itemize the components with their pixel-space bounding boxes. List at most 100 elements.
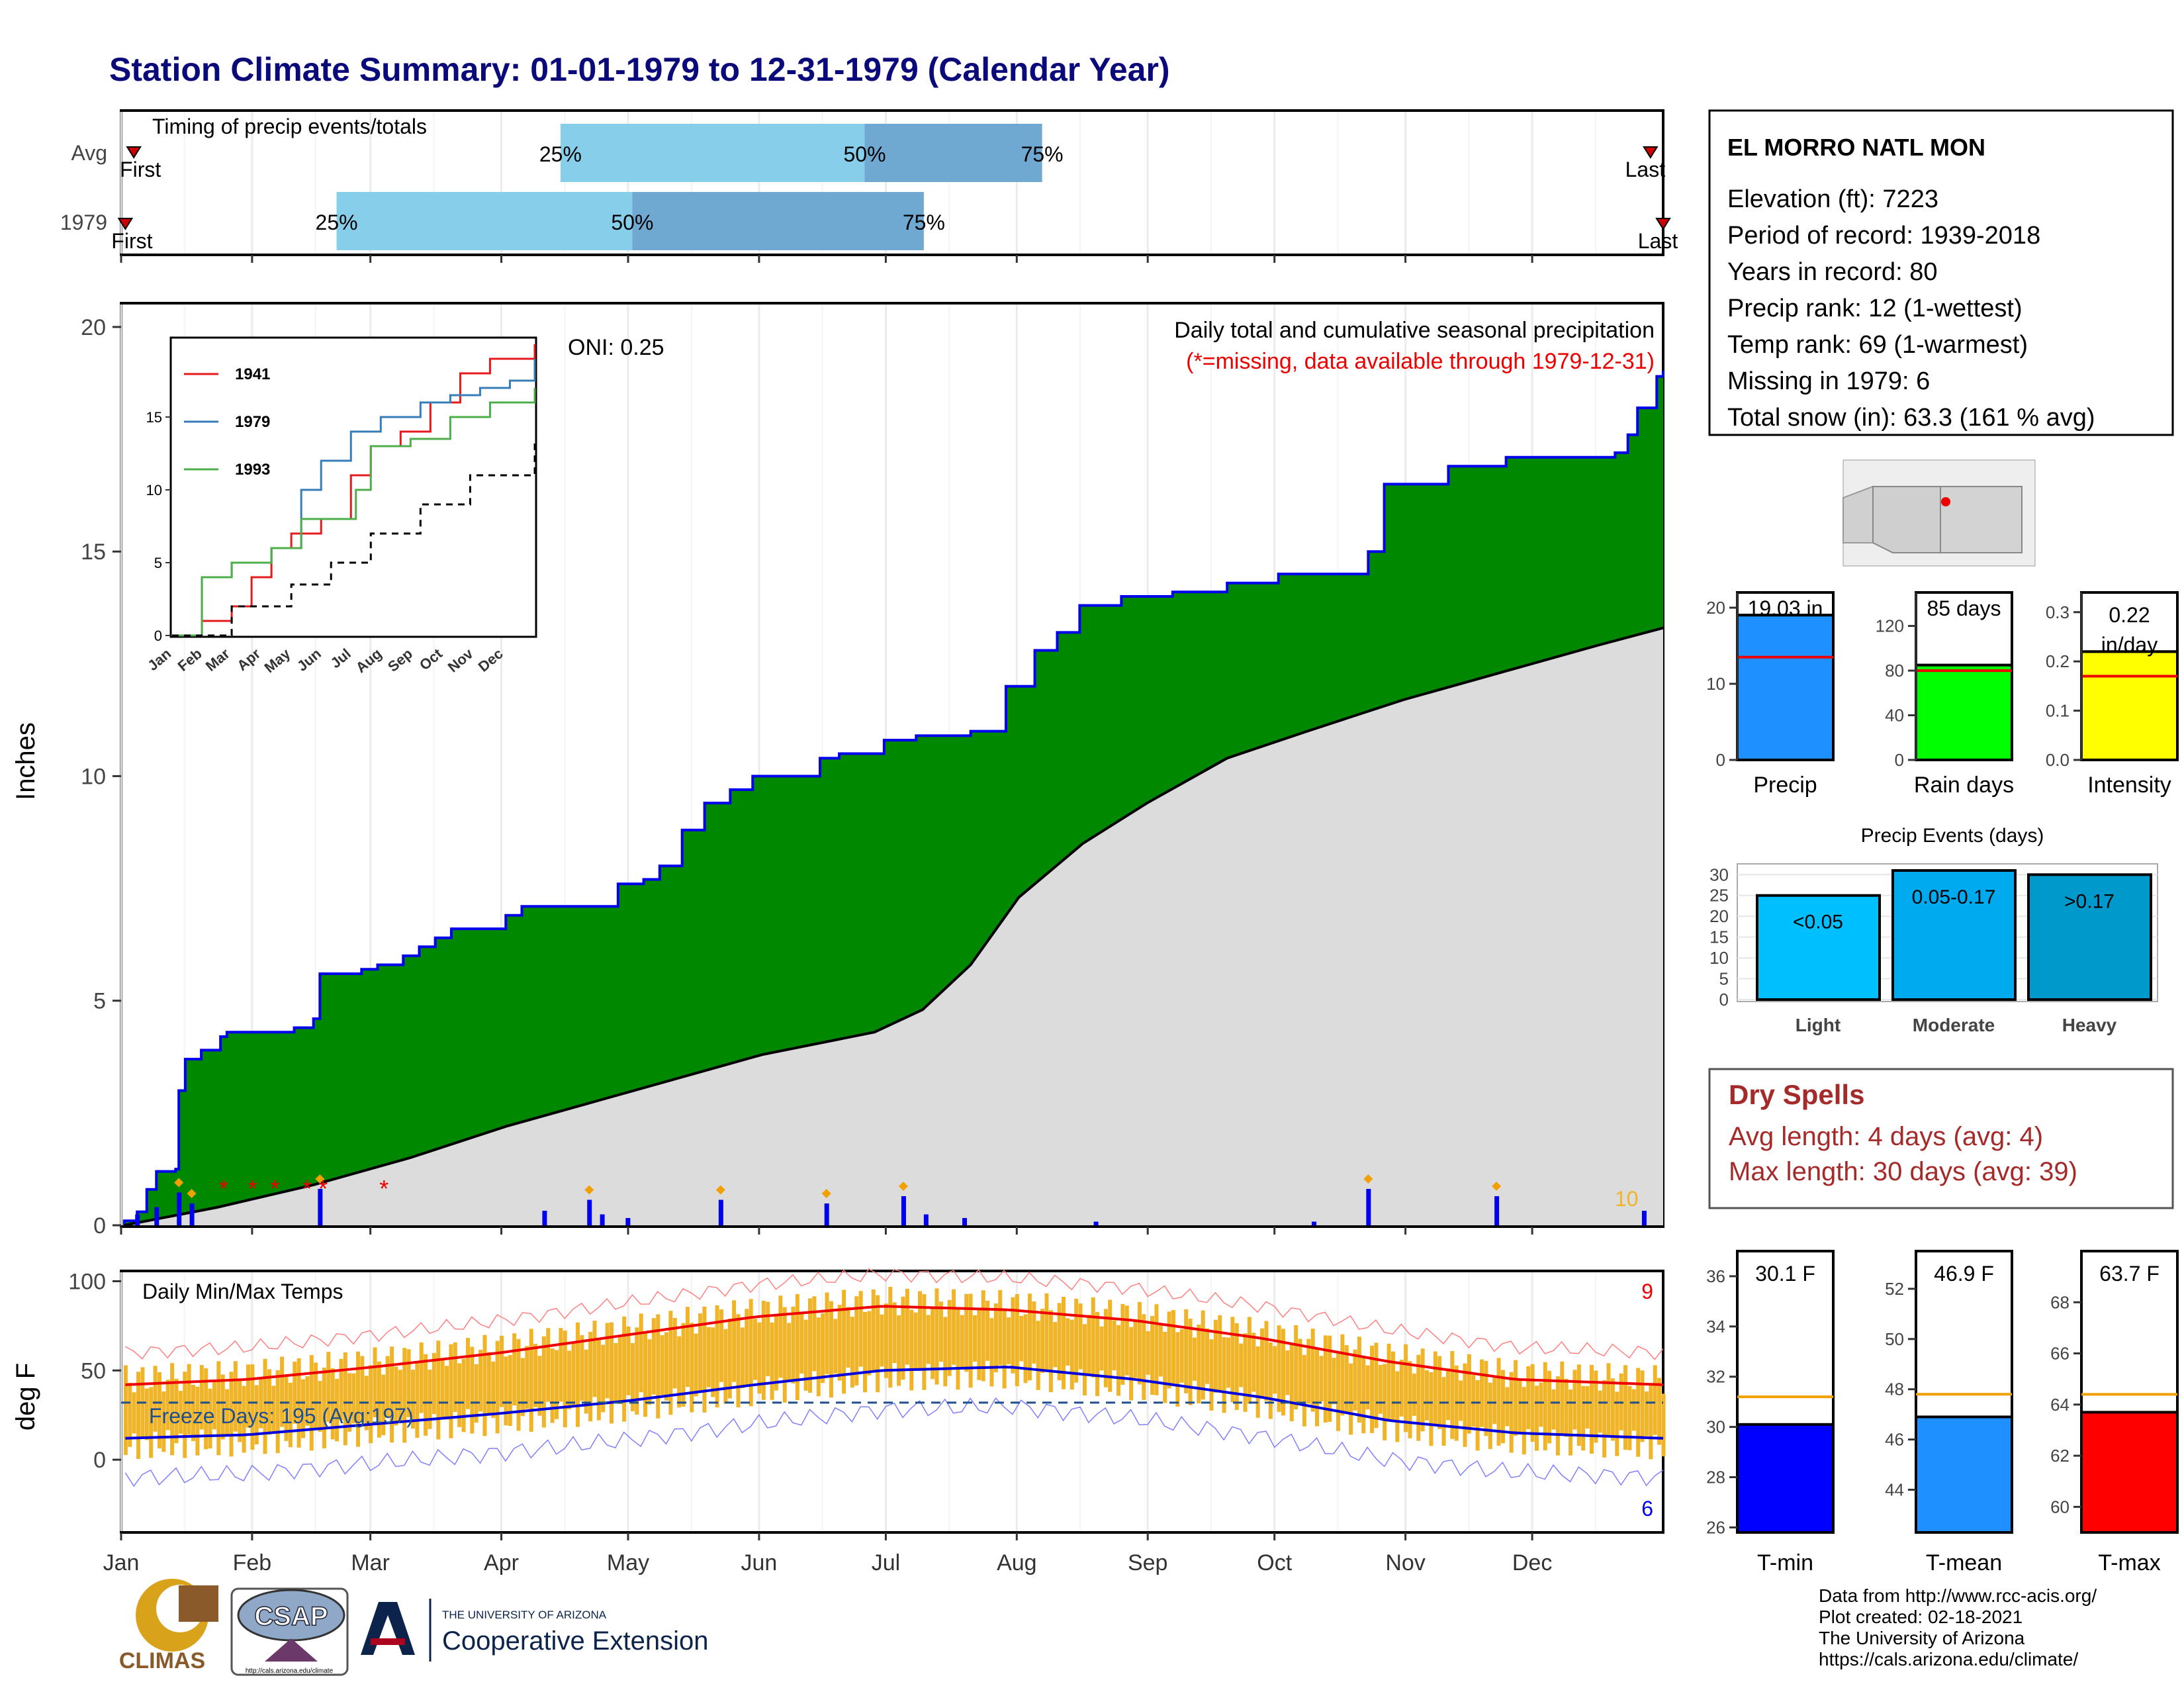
daily-temp-bar <box>1555 1376 1560 1456</box>
ua-small-text: THE UNIVERSITY OF ARIZONA <box>442 1609 607 1621</box>
daily-temp-bar <box>1522 1387 1526 1455</box>
daily-precip-bar <box>587 1199 592 1225</box>
daily-temp-bar <box>1441 1377 1446 1446</box>
y-tick-label: 40 <box>1885 706 1904 726</box>
daily-temp-bar <box>681 1323 686 1407</box>
daily-temp-bar <box>424 1354 428 1436</box>
daily-temp-bar <box>842 1289 846 1394</box>
daily-temp-bar <box>1551 1389 1556 1430</box>
daily-temp-bar <box>850 1317 854 1388</box>
daily-temp-bar <box>993 1303 998 1373</box>
count-label: 10 <box>1615 1187 1639 1211</box>
daily-temp-bar <box>1201 1310 1205 1400</box>
daily-temp-bar <box>787 1323 792 1381</box>
daily-temp-bar <box>369 1365 373 1444</box>
y-tick-label: 120 <box>1876 616 1904 636</box>
credits: Data from http://www.rcc-acis.org/ Plot … <box>1819 1585 2097 1669</box>
daily-temp-bar <box>428 1370 432 1429</box>
daily-temp-bar <box>1518 1379 1522 1433</box>
daily-temp-bar <box>592 1321 597 1397</box>
daily-temp-bar <box>461 1358 466 1432</box>
precip-ylabel: Inches <box>11 722 40 800</box>
temp-bar <box>2080 1411 2179 1534</box>
daily-temp-bar <box>1390 1351 1395 1423</box>
daily-temp-bar <box>541 1336 546 1428</box>
timing-bar-q3 <box>632 192 924 250</box>
y-tick-label: 50 <box>1885 1329 1904 1349</box>
daily-temp-bar <box>1433 1351 1437 1425</box>
y-tick-label: 44 <box>1885 1479 1904 1499</box>
daily-temp-bar <box>1644 1391 1649 1436</box>
daily-temp-bar <box>1289 1343 1294 1421</box>
station-info-line: Missing in 1979: 6 <box>1727 367 1930 395</box>
temp-value: 46.9 F <box>1934 1262 1994 1286</box>
daily-temp-bar <box>837 1305 842 1381</box>
daily-temp-bar <box>470 1346 475 1434</box>
daily-temp-bar <box>643 1331 648 1417</box>
y-tick-label: 15 <box>81 539 106 565</box>
daily-temp-bar <box>947 1299 952 1376</box>
daily-temp-bar <box>677 1336 682 1408</box>
daily-temp-bar <box>917 1291 922 1371</box>
timing-row-1979: 1979 <box>60 211 107 234</box>
summary-value: 19.03 in <box>1748 596 1823 620</box>
daily-temp-bar <box>161 1391 166 1452</box>
y-tick-label: 34 <box>1706 1317 1725 1336</box>
daily-temp-bar <box>753 1319 758 1380</box>
daily-temp-bar <box>394 1366 398 1426</box>
y-tick-label: 0 <box>1719 990 1729 1009</box>
daily-temp-bar <box>803 1319 808 1391</box>
daily-precip-bar <box>1641 1211 1647 1225</box>
daily-temp-bar <box>1349 1363 1353 1435</box>
daily-temp-bar <box>1040 1309 1045 1374</box>
daily-temp-bar <box>1623 1365 1628 1450</box>
daily-temp-bar <box>314 1362 318 1429</box>
daily-temp-bar <box>1340 1334 1345 1416</box>
daily-temp-bar <box>1395 1371 1400 1442</box>
daily-temp-bar <box>157 1372 161 1449</box>
heavy-event-marker <box>584 1185 594 1195</box>
daily-temp-bar <box>1378 1364 1383 1414</box>
daily-temp-bar <box>952 1289 956 1365</box>
daily-temp-bar <box>1412 1373 1416 1416</box>
inset-y-tick: 15 <box>146 409 162 426</box>
daily-temp-bar <box>174 1378 179 1444</box>
event-bar <box>1756 894 1881 1002</box>
daily-temp-bar <box>1082 1324 1087 1395</box>
daily-precip-bar <box>318 1189 323 1225</box>
daily-precip-bar <box>135 1214 140 1225</box>
summary-bar <box>1736 614 1835 762</box>
daily-temp-bar <box>1285 1350 1290 1395</box>
station-info-line: Temp rank: 69 (1-warmest) <box>1727 331 2028 359</box>
daily-temp-bar <box>1298 1338 1302 1402</box>
daily-temp-bar <box>977 1310 981 1380</box>
daily-temp-bar <box>711 1327 715 1397</box>
daily-temp-bar <box>1230 1317 1235 1403</box>
daily-temp-bar <box>778 1295 783 1378</box>
daily-precip-bar <box>600 1214 605 1225</box>
daily-temp-bar <box>465 1338 470 1409</box>
daily-temp-bar <box>1069 1319 1074 1390</box>
daily-temp-bar <box>263 1358 267 1454</box>
daily-temp-bar <box>1404 1344 1408 1432</box>
daily-temp-bar <box>288 1382 293 1448</box>
timing-bar-q2 <box>560 124 865 182</box>
event-bar-inner-label: 0.05-0.17 <box>1912 886 1996 908</box>
daily-temp-bar <box>1467 1354 1471 1434</box>
ua-extension-text: Cooperative Extension <box>442 1626 708 1656</box>
daily-temp-bar <box>136 1372 141 1460</box>
daily-temp-bar <box>1636 1368 1641 1457</box>
daily-temp-bar <box>1158 1323 1163 1377</box>
daily-temp-bar <box>880 1314 884 1367</box>
daily-precip-bar <box>625 1218 631 1225</box>
heavy-event-marker <box>715 1185 725 1195</box>
daily-temp-bar <box>504 1356 508 1426</box>
daily-temp-bar <box>1255 1346 1260 1418</box>
daily-temp-bar <box>766 1301 770 1376</box>
daily-temp-bar <box>1264 1321 1269 1401</box>
daily-temp-bar <box>1044 1293 1049 1371</box>
daily-temp-bar <box>1074 1298 1079 1383</box>
missing-marker: * <box>379 1175 388 1202</box>
daily-temp-bar <box>1357 1336 1361 1423</box>
daily-temp-bar <box>220 1374 225 1440</box>
